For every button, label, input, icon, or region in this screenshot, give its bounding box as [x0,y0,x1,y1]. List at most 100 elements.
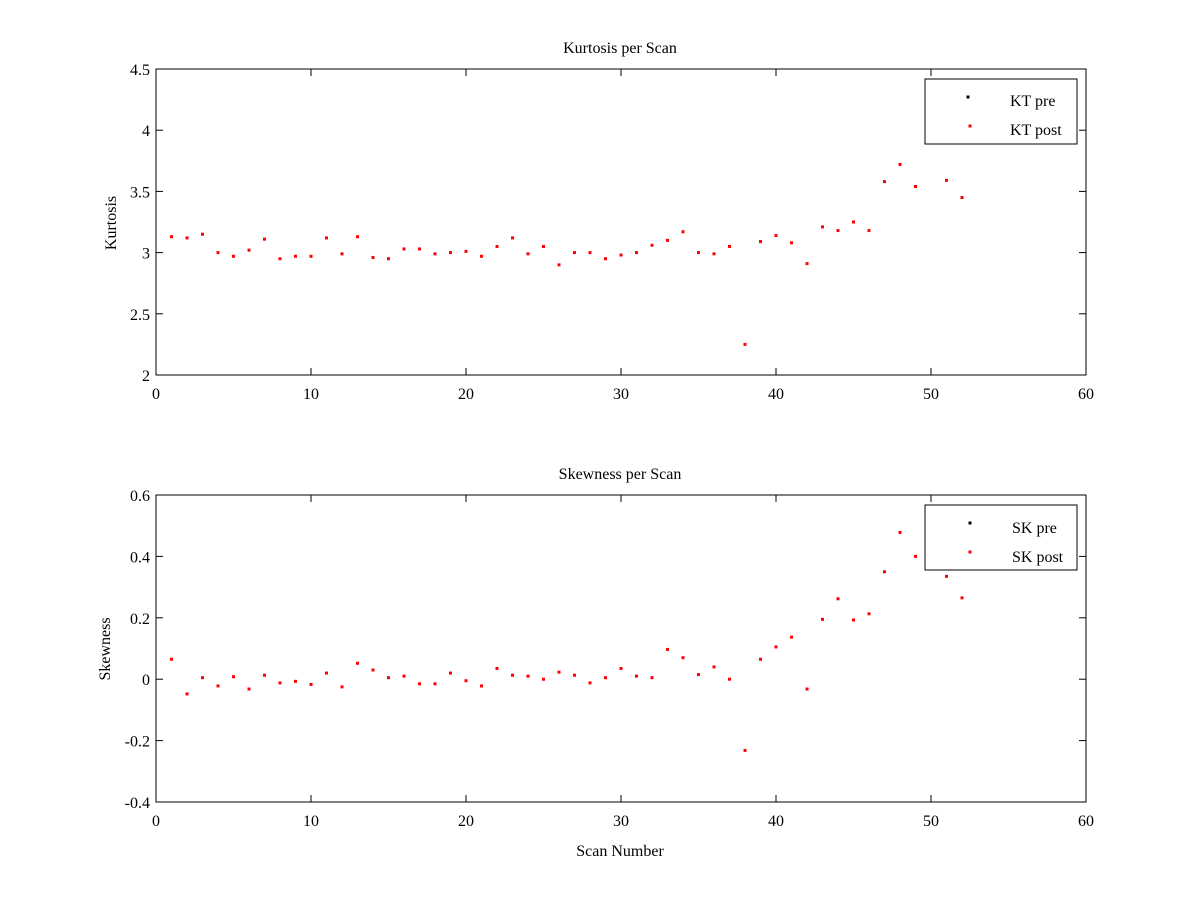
kurtosis-data-point [464,249,468,253]
kurtosis-data-point [790,241,793,245]
skewness-data-point [418,682,421,686]
kurtosis-data-point [635,251,638,255]
skewness-data-point [433,682,437,686]
kurtosis-data-point [495,244,499,248]
skewness-data-point [867,612,871,616]
kurtosis-data-point [914,185,917,189]
skewness-data-point [681,656,685,660]
kurtosis-data-point [170,235,173,239]
kurtosis-data-point [387,257,390,261]
kurtosis-legend-box [924,78,1078,145]
skewness-data-point [216,684,220,688]
kurtosis-y-axis-label: Kurtosis [103,196,120,250]
kurtosis-data-point [216,251,220,255]
skewness-legend: SK pre SK post [924,504,1078,571]
kurtosis-series-post [170,162,964,346]
skewness-data-point [650,676,654,680]
skewness-data-point [805,687,809,691]
skewness-data-point [836,597,840,601]
kurtosis-data-point [356,235,359,239]
kurtosis-data-point [511,236,514,240]
kurtosis-data-point [759,240,762,244]
y-tick-label: 0.6 [130,488,150,505]
skewness-data-point [914,554,917,558]
kurtosis-data-point [666,238,669,242]
kurtosis-data-point [325,236,328,240]
kurtosis-data-point [201,232,204,236]
skewness-y-axis: -0.4 -0.2 0 0.2 0.4 0.6 [125,488,1086,812]
skewness-data-point [557,670,561,674]
skewness-data-point [604,676,607,680]
x-tick-label: 40 [768,813,784,830]
kurtosis-data-point [867,229,871,233]
skewness-data-point [790,635,793,639]
skewness-legend-label-post: SK post [1012,549,1064,566]
kurtosis-y-axis: 2 2.5 3 3.5 4 4.5 [130,62,1086,385]
kurtosis-data-point [449,251,452,255]
kurtosis-legend-marker-post [968,124,972,128]
x-tick-label: 20 [458,813,474,830]
kurtosis-legend-label-pre: KT pre [1010,93,1055,110]
skewness-data-point [201,676,204,680]
kurtosis-data-point [774,233,778,237]
kurtosis-data-point [340,252,344,256]
kurtosis-subplot: Kurtosis per Scan Kurtosis 0 10 20 30 40 50 60… [103,40,1094,403]
skewness-data-point [449,671,452,675]
y-tick-label: 0.2 [130,611,150,628]
kurtosis-data-point [619,253,623,257]
skewness-data-point [387,676,390,680]
x-tick-label: 60 [1078,386,1094,403]
skewness-data-point [619,666,623,670]
y-tick-label: 3.5 [130,184,150,201]
kurtosis-data-point [945,178,948,182]
kurtosis-data-point [542,244,545,248]
skewness-legend-label-pre: SK pre [1012,520,1057,537]
skewness-data-point [666,647,669,651]
kurtosis-data-point [960,196,964,200]
x-tick-label: 60 [1078,813,1094,830]
skewness-data-point [247,687,251,691]
kurtosis-chart-title: Kurtosis per Scan [563,40,677,57]
skewness-y-axis-label: Skewness [97,617,114,680]
kurtosis-data-point [743,342,747,346]
kurtosis-data-point [294,254,297,258]
skewness-x-axis-label: Scan Number [576,843,664,860]
skewness-data-point [883,570,886,574]
skewness-data-point [278,681,282,685]
skewness-data-point [170,657,173,661]
skewness-data-point [294,679,297,683]
skewness-legend-marker-post [968,550,972,554]
y-tick-label: -0.2 [125,734,150,751]
skewness-data-point [542,677,545,681]
skewness-data-point [185,692,189,696]
skewness-data-point [898,530,902,534]
skewness-data-point [728,677,731,681]
kurtosis-data-point [433,252,437,256]
skewness-data-point [945,574,948,578]
y-tick-label: -0.4 [125,795,150,812]
skewness-data-point [697,673,700,677]
skewness-subplot: Skewness per Scan Skewness Scan Number 0… [97,466,1094,860]
kurtosis-data-point [588,251,592,255]
kurtosis-data-point [557,263,561,267]
x-tick-label: 10 [303,386,319,403]
kurtosis-data-point [604,257,607,261]
skewness-data-point [573,673,576,677]
y-tick-label: 4.5 [130,62,150,79]
skewness-data-point [759,657,762,661]
kurtosis-data-point [263,237,266,241]
kurtosis-data-point [712,252,716,256]
skewness-data-point [588,681,592,685]
kurtosis-data-point [309,254,313,258]
x-tick-label: 0 [152,386,160,403]
skewness-data-point [232,675,235,679]
kurtosis-data-point [278,257,282,261]
skewness-data-point [821,617,824,621]
kurtosis-data-point [681,230,685,234]
kurtosis-data-point [247,248,251,252]
skewness-data-point [464,679,468,683]
skewness-data-point [743,748,747,752]
kurtosis-data-point [573,251,576,255]
